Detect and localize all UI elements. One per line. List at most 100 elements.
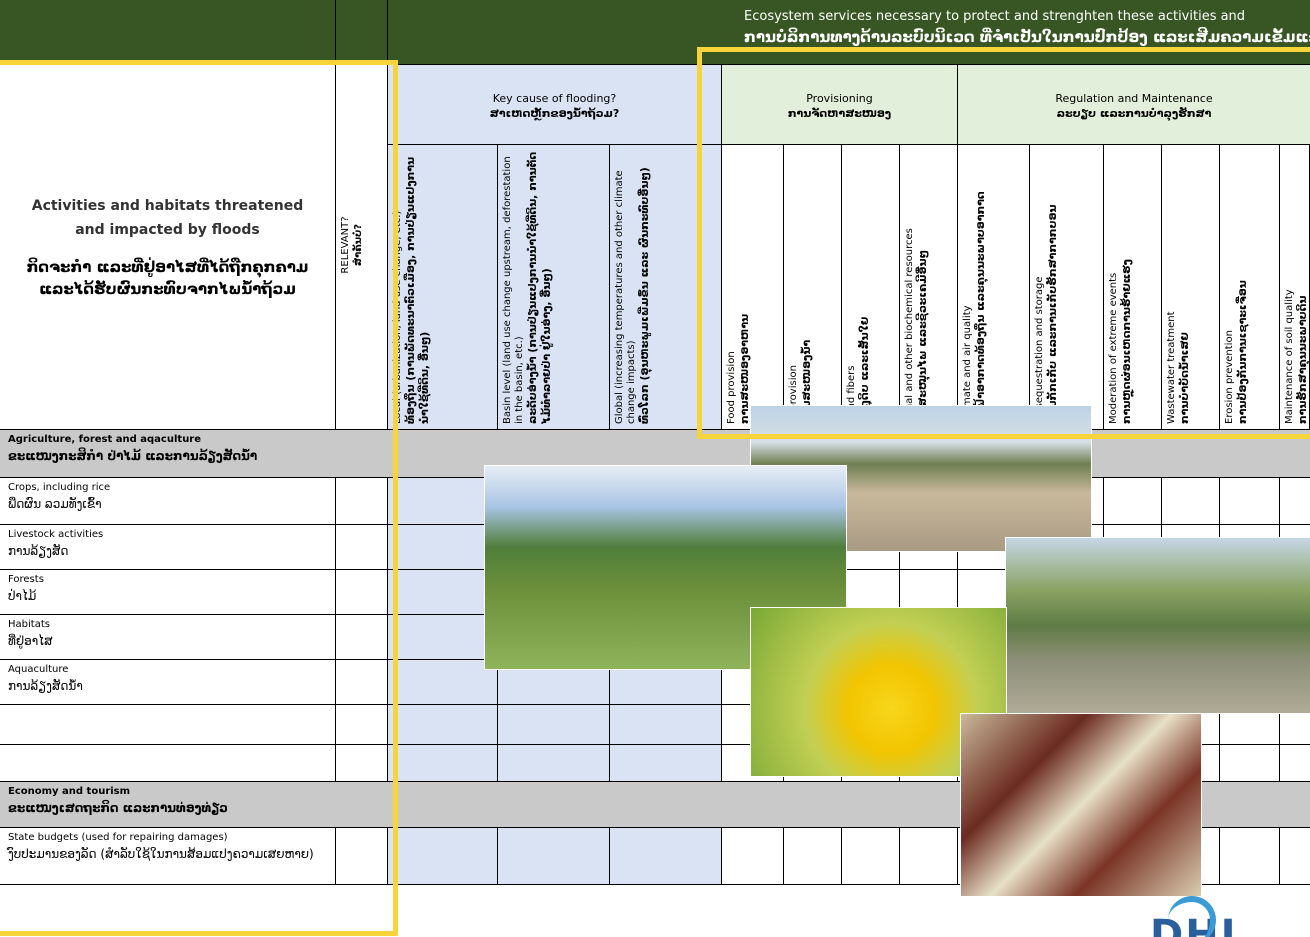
item-cell [336, 615, 388, 660]
column-header: Food provision ການສະໜອງອາຫານ [722, 145, 784, 430]
item-lao: ພືດຜົນ ລວມທັງເຂົ້າ [8, 497, 102, 511]
item-lao: ການລ້ຽງສັດ [8, 544, 69, 558]
item-cell [336, 828, 388, 885]
photo [1005, 537, 1310, 714]
item-english: Habitats [8, 619, 50, 630]
item-cell [388, 745, 498, 782]
item-lao: ທີ່ຢູ່ອາໄສ [8, 634, 53, 648]
column-lao: ລະດັບອ່າງນ້ຳ (ການປ່ຽນແປງການນຳໃຊ້ທີ່ດິນ, … [526, 151, 553, 424]
item-cell [336, 705, 388, 745]
column-header: on sequestration and storage ການກັກເກັບ ແ… [1030, 145, 1104, 430]
item-cell [610, 705, 722, 745]
column-header: er provision ການສະໜອງນ້ຳ [784, 145, 842, 430]
section-english: Agriculture, forest and aqaculture [8, 434, 202, 445]
column-lao: ທົ່ວໂລກ (ອຸນຫະພູມເພີ່ມຂຶ້ນ ແລະ ຜົນກະທົບອ… [638, 167, 651, 424]
group-header: Regulation and Maintenance ລະບຽບ ແລະການບຳ… [958, 65, 1310, 145]
item-english: Aquaculture [8, 664, 69, 675]
group-header: Provisioning ການຈັດຫາສະໜອງ [722, 65, 958, 145]
item-cell [722, 828, 784, 885]
activities-header-lao: ກິດຈະກຳ ແລະທີ່ຢູ່ອາໄສທີ່ໄດ້ຖືກຄຸກຄາມ ແລະ… [26, 258, 309, 298]
item-lao: ປ່າໄມ້ [8, 589, 37, 603]
banner-cell [336, 0, 388, 65]
section-lao: ຂະແໜງກະສິກຳ ປ່າໄມ້ ແລະການລ້ຽງສັດນ້ຳ [8, 449, 258, 463]
item-lao: ງົບປະມານຂອງລັດ (ສຳລັບໃຊ້ໃນການສ້ອມແປງຄວາມ… [8, 847, 314, 861]
item-label: Forests ປ່າໄມ້ [0, 570, 336, 615]
item-cell [900, 828, 958, 885]
item-cell [336, 745, 388, 782]
item-english: Livestock activities [8, 529, 104, 540]
item-cell [336, 570, 388, 615]
column-header: Erosion prevention ການປ້ອງກັນການເຊາະເຈື່ອ… [1220, 145, 1280, 430]
item-label [0, 745, 336, 782]
item-label [0, 705, 336, 745]
item-english: Crops, including rice [8, 482, 111, 493]
column-header: l climate and air quality ດິນຟ້າອາກາດທ້ອງ… [958, 145, 1030, 430]
item-cell [1280, 828, 1310, 885]
column-header: Global (increasing temperatures and othe… [610, 145, 722, 430]
item-cell [1220, 828, 1280, 885]
item-cell [336, 660, 388, 705]
column-header: Local (urbanization, land use change, et… [388, 145, 498, 430]
banner: Ecosystem services necessary to protect … [388, 0, 1310, 65]
item-cell [388, 828, 498, 885]
group-lao: ສາເຫດຫຼັກຂອງນ້ຳຖ້ວມ? [489, 107, 620, 120]
item-label: State budgets (used for repairing damage… [0, 828, 336, 885]
item-lao: ການລ້ຽງສັດນ້ຳ [8, 679, 83, 693]
section-lao: ຂະແໜງເສດຖະກິດ ແລະການທ່ອງທ່ຽວ [8, 801, 228, 815]
column-header: s and fibers ວັດຖຸດິບ ແລະເສັ້ນໃຍ [842, 145, 900, 430]
logo-arc [1168, 896, 1216, 937]
highlight-frame [0, 60, 398, 936]
column-lao: ທ້ອງຖິ່ນ (ການພັດທະນາຕົວເມືອງ, ການປ່ຽນແປງ… [404, 156, 431, 424]
item-label: Habitats ທີ່ຢູ່ອາໄສ [0, 615, 336, 660]
item-cell [498, 705, 610, 745]
item-english: State budgets (used for repairing damage… [8, 832, 228, 843]
item-label: Crops, including rice ພືດຜົນ ລວມທັງເຂົ້າ [0, 478, 336, 525]
column-header: licinal and other biochemical resources ພ… [900, 145, 958, 430]
item-cell [1162, 478, 1220, 525]
column-english: Global (increasing temperatures and othe… [614, 170, 637, 424]
item-cell [1104, 478, 1162, 525]
group-english: Provisioning [806, 92, 873, 105]
item-cell [610, 828, 722, 885]
item-label: Aquaculture ການລ້ຽງສັດນ້ຳ [0, 660, 336, 705]
item-cell [388, 705, 498, 745]
item-cell [784, 828, 842, 885]
column-header: Maintenance of soil quality ການຮັກສາຄຸນນະ… [1280, 145, 1310, 430]
item-cell [388, 478, 498, 525]
item-cell [388, 660, 498, 705]
photo [960, 713, 1202, 897]
item-cell [610, 745, 722, 782]
item-english: Forests [8, 574, 44, 585]
banner-lao: ການບໍລິການທາງດ້ານລະບົບນິເວດ ທີ່ຈຳເປັນໃນກ… [744, 28, 1310, 46]
item-cell [388, 570, 498, 615]
activities-header: Activities and habitats threatened and i… [0, 65, 336, 430]
highlight-frame [697, 47, 1310, 439]
section-english: Economy and tourism [8, 786, 131, 797]
item-cell [842, 828, 900, 885]
item-cell [1280, 478, 1310, 525]
group-header: Key cause of flooding? ສາເຫດຫຼັກຂອງນ້ຳຖ້ວ… [388, 65, 722, 145]
column-header: Wastewater treatment ການບຳບັດນ້ຳເສຍ [1162, 145, 1220, 430]
item-cell [388, 615, 498, 660]
relevant-header: RELEVANT? ສຳຄັນບໍ່? [336, 65, 388, 430]
group-english: Key cause of flooding? [492, 92, 617, 105]
column-rotated: Basin level (land use change upstream, d… [500, 147, 609, 428]
column-header: Moderation of extreme events ການຫຼຸດຜ່ອນເ… [1104, 145, 1162, 430]
banner-english: Ecosystem services necessary to protect … [744, 9, 1246, 24]
item-cell [336, 478, 388, 525]
activities-header-english: Activities and habitats threatened and i… [31, 198, 304, 238]
item-label: Livestock activities ການລ້ຽງສັດ [0, 525, 336, 570]
column-rotated: Local (urbanization, land use change, et… [390, 147, 497, 428]
banner-cell [0, 0, 336, 65]
item-cell [498, 828, 610, 885]
item-cell [388, 525, 498, 570]
column-header: Basin level (land use change upstream, d… [498, 145, 610, 430]
item-cell [498, 745, 610, 782]
group-lao: ການຈັດຫາສະໜອງ [787, 107, 892, 120]
group-english: Regulation and Maintenance [1055, 92, 1213, 105]
item-cell [1220, 745, 1280, 782]
group-lao: ລະບຽບ ແລະການບຳລຸງຮັກສາ [1056, 107, 1212, 120]
item-cell [336, 525, 388, 570]
item-cell [1220, 478, 1280, 525]
